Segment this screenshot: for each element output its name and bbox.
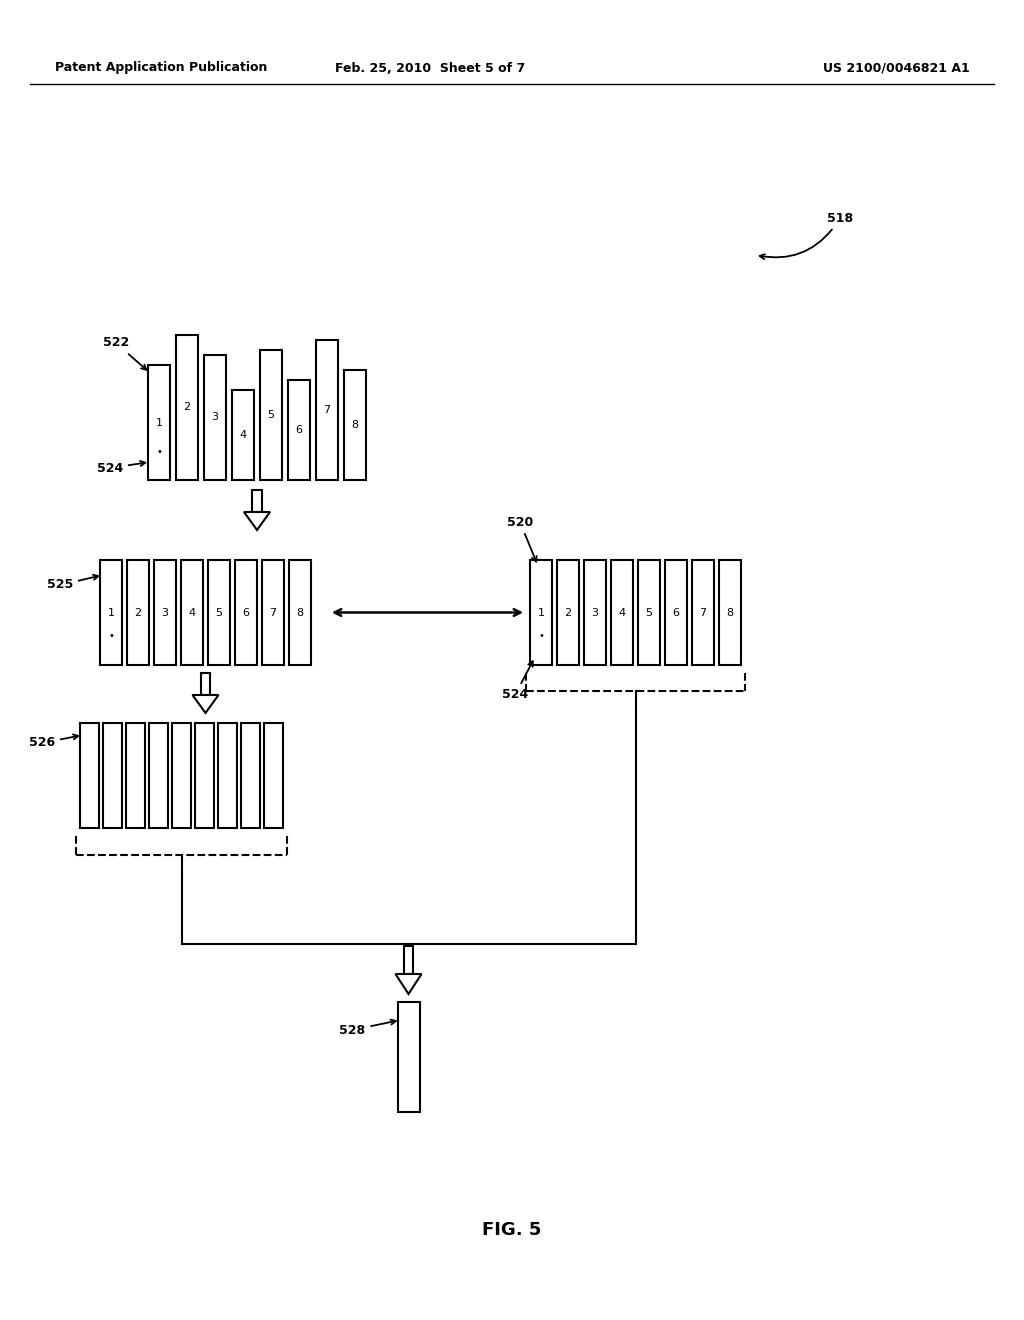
Text: 518: 518 (760, 211, 853, 259)
Text: 4: 4 (618, 607, 626, 618)
Bar (150, 723, 168, 828)
Bar (127, 560, 150, 665)
Text: 528: 528 (339, 1019, 396, 1036)
Text: 525: 525 (47, 574, 98, 591)
Text: 526: 526 (29, 734, 78, 750)
Bar (316, 341, 338, 480)
Bar (218, 723, 237, 828)
Bar (148, 366, 170, 480)
Text: 4: 4 (188, 607, 196, 618)
Text: •: • (156, 447, 162, 457)
Text: 6: 6 (296, 425, 302, 436)
Bar (208, 560, 230, 665)
Bar (397, 1002, 420, 1111)
Text: 7: 7 (699, 607, 707, 618)
Text: US 2100/0046821 A1: US 2100/0046821 A1 (823, 62, 970, 74)
Bar (126, 723, 145, 828)
Bar (100, 560, 122, 665)
Text: 3: 3 (592, 607, 598, 618)
Bar (252, 490, 262, 512)
Text: 3: 3 (212, 412, 218, 422)
Text: •: • (538, 631, 544, 640)
Bar (80, 723, 99, 828)
Text: Feb. 25, 2010  Sheet 5 of 7: Feb. 25, 2010 Sheet 5 of 7 (335, 62, 525, 74)
Text: Patent Application Publication: Patent Application Publication (55, 62, 267, 74)
Text: 2: 2 (134, 607, 141, 618)
Bar (530, 560, 552, 665)
Polygon shape (244, 512, 270, 531)
Bar (204, 355, 226, 480)
Bar (201, 673, 211, 696)
Bar (232, 389, 254, 480)
Text: 522: 522 (102, 337, 146, 370)
Text: 520: 520 (507, 516, 537, 561)
Text: 1: 1 (108, 607, 115, 618)
Text: 5: 5 (215, 607, 222, 618)
Bar (103, 723, 122, 828)
Text: 2: 2 (183, 403, 190, 412)
Bar (241, 723, 260, 828)
Text: 8: 8 (351, 420, 358, 430)
Bar (403, 946, 414, 974)
Text: 6: 6 (243, 607, 250, 618)
Text: 2: 2 (564, 607, 571, 618)
Text: 5: 5 (267, 411, 274, 420)
Polygon shape (395, 974, 422, 994)
Text: 524: 524 (97, 461, 145, 474)
Text: 1: 1 (538, 607, 545, 618)
Polygon shape (193, 696, 218, 713)
Bar (638, 560, 660, 665)
Bar (154, 560, 176, 665)
Text: 1: 1 (156, 417, 163, 428)
Text: 7: 7 (324, 405, 331, 414)
Bar (172, 723, 191, 828)
Bar (611, 560, 633, 665)
Bar (288, 380, 310, 480)
Text: 6: 6 (673, 607, 680, 618)
Bar (584, 560, 606, 665)
Text: FIG. 5: FIG. 5 (482, 1221, 542, 1239)
Text: 3: 3 (162, 607, 169, 618)
Bar (665, 560, 687, 665)
Bar (557, 560, 579, 665)
Text: •: • (109, 631, 114, 640)
Bar (260, 350, 282, 480)
Text: 8: 8 (296, 607, 303, 618)
Text: 4: 4 (240, 430, 247, 440)
Text: 524: 524 (502, 661, 532, 701)
Bar (176, 335, 198, 480)
Bar (719, 560, 741, 665)
Bar (289, 560, 311, 665)
Bar (264, 723, 283, 828)
Bar (195, 723, 214, 828)
Bar (692, 560, 714, 665)
Bar (181, 560, 203, 665)
Text: 7: 7 (269, 607, 276, 618)
Text: 5: 5 (645, 607, 652, 618)
Bar (344, 370, 366, 480)
Bar (234, 560, 257, 665)
Bar (262, 560, 284, 665)
Text: 8: 8 (726, 607, 733, 618)
